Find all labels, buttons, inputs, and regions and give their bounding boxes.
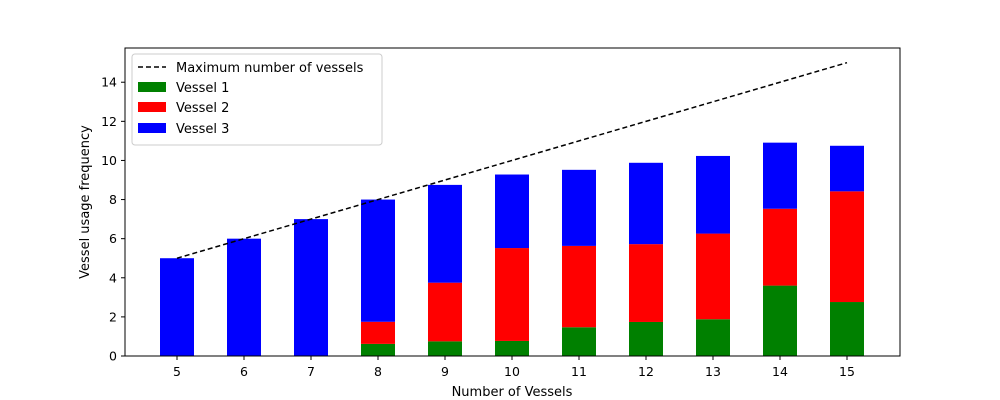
bar-vessel-3-n8	[361, 199, 395, 322]
bar-vessel-2-n13	[696, 233, 730, 320]
y-tick-label: 14	[101, 75, 117, 90]
bar-vessel-2-n11	[562, 245, 596, 328]
x-tick-label: 6	[240, 364, 248, 379]
bar-vessel-3-n9	[428, 184, 462, 283]
y-axis-ticks: 0 2 4 6 8 10 12 14	[101, 75, 125, 364]
legend-label-max-line: Maximum number of vessels	[176, 61, 364, 76]
y-tick-label: 0	[109, 349, 117, 364]
bar-vessel-1-n14	[763, 285, 797, 356]
legend-swatch-vessel-2	[138, 102, 166, 112]
x-tick-label: 5	[173, 364, 181, 379]
legend-label-vessel-1: Vessel 1	[176, 81, 229, 96]
bar-vessel-1-n11	[562, 327, 596, 356]
bar-vessel-3-n15	[830, 145, 864, 192]
bar-vessel-1-n12	[629, 321, 663, 356]
bar-vessel-3-n12	[629, 162, 663, 245]
bar-vessel-1-n10	[495, 340, 529, 356]
bar-vessel-3-n7	[294, 219, 328, 356]
bar-vessel-2-n9	[428, 282, 462, 342]
legend-frame	[131, 53, 383, 146]
x-tick-label: 11	[571, 364, 587, 379]
bar-vessel-1-n9	[428, 341, 462, 356]
max-line-layer	[176, 61, 848, 259]
legend: Maximum number of vessels Vessel 1 Vesse…	[131, 53, 383, 146]
legend-label-vessel-3: Vessel 3	[176, 122, 229, 137]
bar-vessel-3-n6	[227, 238, 261, 356]
max-vessels-line	[176, 61, 848, 259]
bar-vessel-3-n14	[763, 142, 797, 209]
bar-vessel-2-n12	[629, 244, 663, 322]
y-tick-label: 12	[101, 114, 117, 129]
bar-vessel-2-n15	[830, 191, 864, 303]
legend-swatch-vessel-1	[138, 82, 166, 92]
bar-vessel-2-n10	[495, 248, 529, 341]
x-tick-label: 12	[638, 364, 654, 379]
x-tick-label: 10	[504, 364, 520, 379]
bar-vessel-3-n5	[160, 258, 194, 356]
x-tick-label: 15	[839, 364, 855, 379]
y-tick-label: 6	[109, 231, 117, 246]
bar-vessel-1-n8	[361, 343, 395, 356]
bar-vessel-3-n13	[696, 155, 730, 234]
x-tick-label: 8	[374, 364, 382, 379]
bar-vessel-2-n14	[763, 208, 797, 286]
y-axis-label: Vessel usage frequency	[78, 125, 93, 279]
bar-vessel-1-n15	[830, 302, 864, 356]
bars-layer	[160, 142, 864, 356]
y-tick-label: 8	[109, 192, 117, 207]
bar-vessel-3-n11	[562, 169, 596, 246]
x-tick-label: 14	[772, 364, 788, 379]
x-axis-ticks: 5 6 7 8 9 10 11 12 13 14 15	[173, 356, 855, 379]
y-tick-label: 10	[101, 153, 117, 168]
y-tick-label: 4	[109, 270, 117, 285]
legend-label-vessel-2: Vessel 2	[176, 101, 229, 116]
x-tick-label: 7	[307, 364, 315, 379]
x-tick-label: 13	[705, 364, 721, 379]
bar-vessel-2-n8	[361, 321, 395, 344]
legend-swatch-vessel-3	[138, 123, 166, 133]
x-tick-label: 9	[441, 364, 449, 379]
y-tick-label: 2	[109, 309, 117, 324]
bar-vessel-1-n13	[696, 319, 730, 356]
x-axis-label: Number of Vessels	[452, 385, 573, 400]
bar-vessel-3-n10	[495, 174, 529, 249]
